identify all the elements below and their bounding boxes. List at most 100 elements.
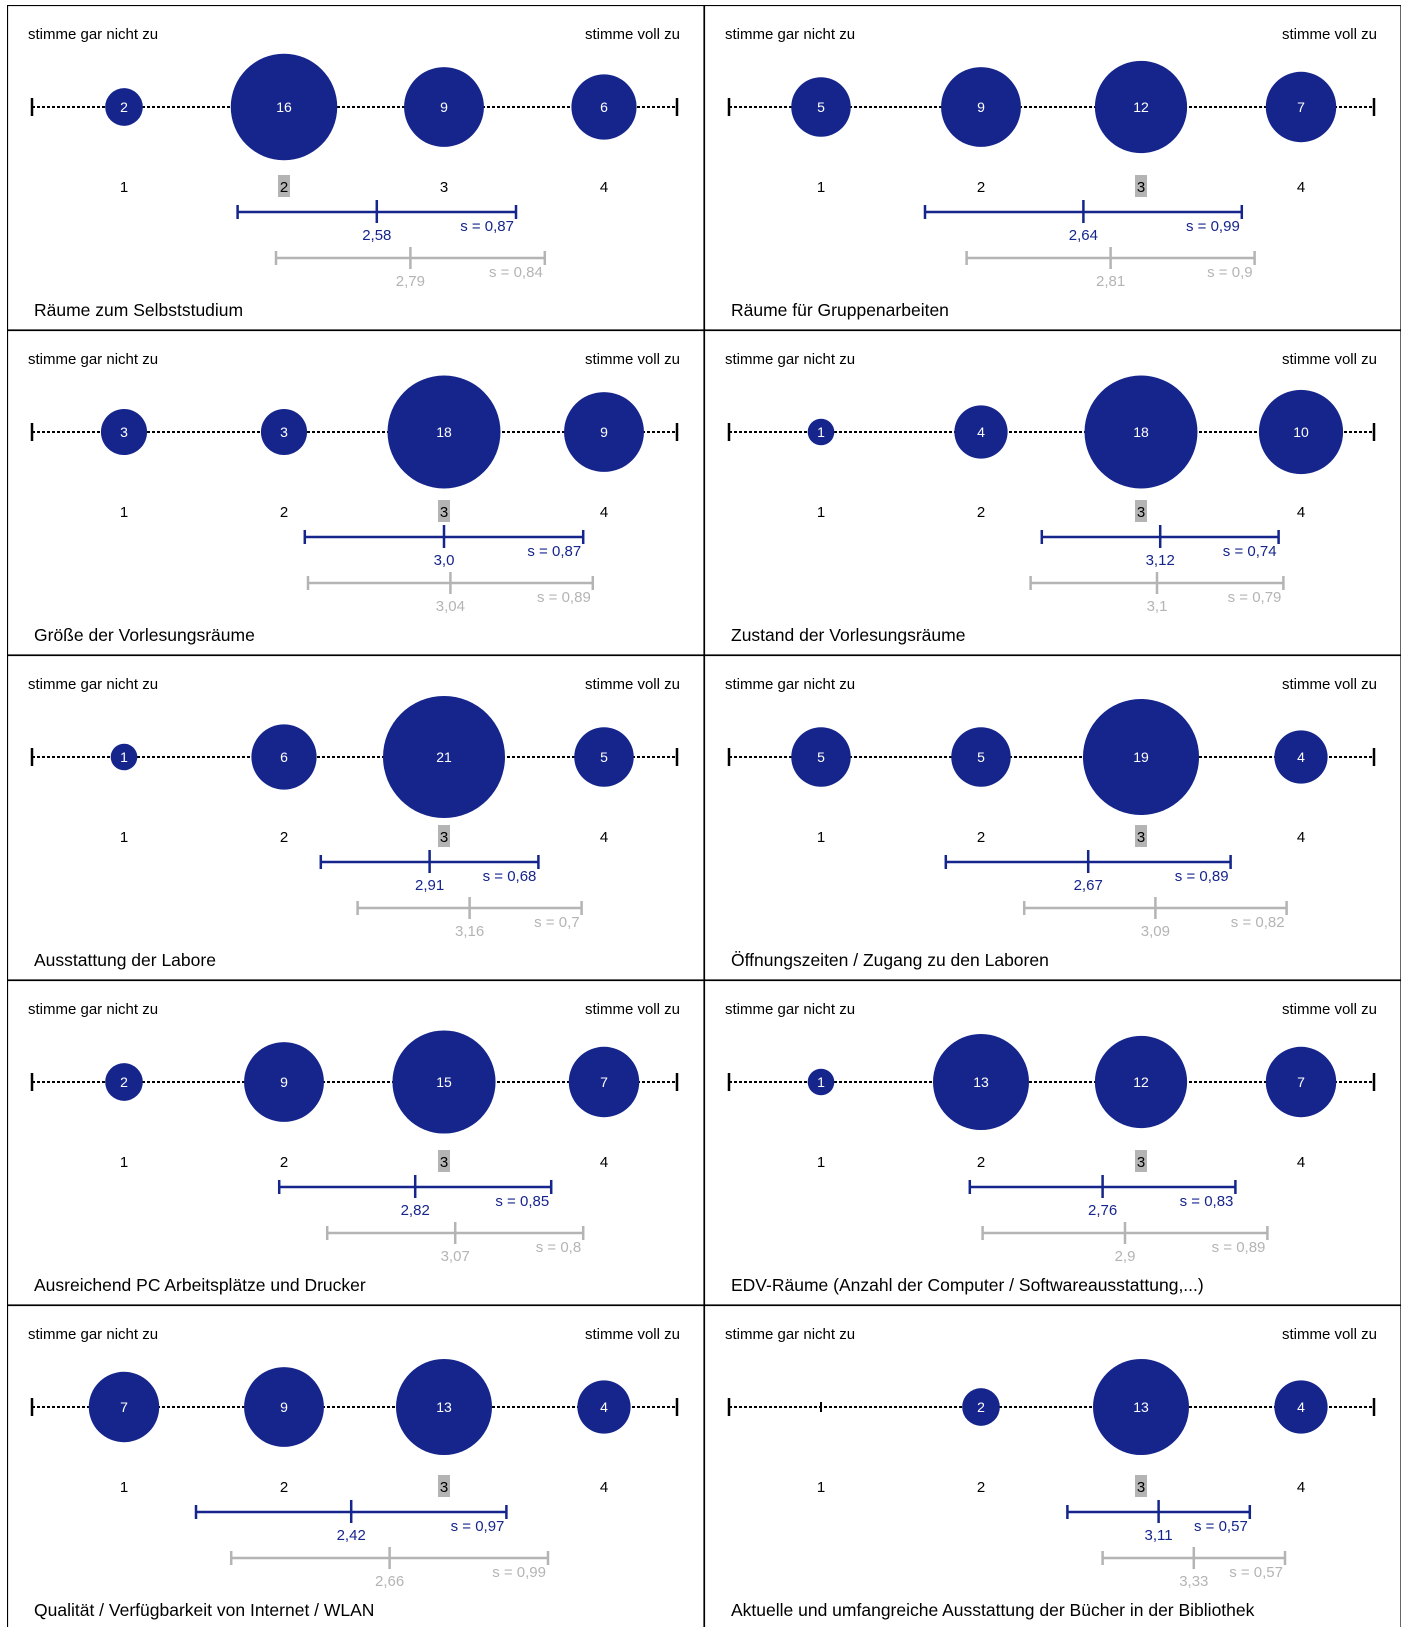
category-label: 4 [600,1154,608,1171]
chart-panel: stimme gar nicht zu stimme voll zu 1 1 4 2 18 3… [703,329,1401,656]
count-bubble [392,1030,496,1134]
chart-panel: stimme gar nicht zu stimme voll zu 1 1 6 2 21 3… [7,654,705,981]
comparison-mean-label: 3,16 [455,923,484,940]
scale-high-label: stimme voll zu [585,1326,680,1343]
median-highlight [278,175,290,197]
scale-high-label: stimme voll zu [585,676,680,693]
panel-title: Öffnungszeiten / Zugang zu den Laboren [731,950,1049,970]
count-bubble [1265,1046,1337,1118]
count-label: 18 [436,424,452,440]
comparison-mean-label: 3,07 [441,1248,470,1265]
count-bubble [791,77,851,137]
count-bubble [574,727,634,787]
scale-low-label: stimme gar nicht zu [725,351,855,368]
category-label: 3 [1137,1479,1145,1496]
category-label: 2 [977,179,985,196]
category-label: 3 [1137,504,1145,521]
panel-title: Räume für Gruppenarbeiten [731,300,949,320]
mean-label: 2,91 [415,877,444,894]
comparison-sd-label: s = 0,89 [1212,1239,1266,1256]
scale-low-label: stimme gar nicht zu [28,26,158,43]
count-bubble [933,1034,1029,1130]
category-label: 3 [1137,179,1145,196]
comparison-mean-label: 2,79 [396,273,425,290]
count-label: 9 [440,99,448,115]
count-label: 7 [1297,1074,1305,1090]
count-label: 9 [977,99,985,115]
category-label: 4 [600,829,608,846]
category-label: 1 [120,179,128,196]
median-highlight [438,1475,450,1497]
count-label: 21 [436,749,452,765]
category-label: 3 [440,504,448,521]
comparison-mean-label: 3,33 [1179,1573,1208,1590]
chart-panel: stimme gar nicht zu stimme voll zu 3 1 3 2 18 3… [7,329,705,656]
count-label: 3 [280,424,288,440]
count-label: 3 [120,424,128,440]
count-label: 15 [436,1074,452,1090]
comparison-mean-label: 3,09 [1141,923,1170,940]
count-label: 4 [1297,1399,1305,1415]
category-label: 2 [977,1479,985,1496]
count-label: 1 [817,1074,825,1090]
chart-panel: stimme gar nicht zu stimme voll zu 1 1 13 2 12… [703,979,1401,1306]
category-label: 1 [120,1479,128,1496]
median-highlight [1135,1475,1147,1497]
category-label: 3 [440,829,448,846]
count-label: 5 [600,749,608,765]
mean-label: 2,67 [1074,877,1103,894]
count-bubble [383,696,505,818]
count-bubble [577,1380,631,1434]
panel-border [7,329,705,656]
sd-label: s = 0,57 [1194,1518,1248,1535]
panel-title: EDV-Räume (Anzahl der Computer / Softwar… [731,1275,1204,1295]
panel-title: Größe der Vorlesungsräume [34,625,255,645]
count-bubble [404,67,484,147]
median-highlight [438,825,450,847]
category-label: 1 [120,504,128,521]
count-label: 9 [600,424,608,440]
count-bubble [954,405,1008,459]
count-label: 5 [977,749,985,765]
count-label: 1 [817,424,825,440]
count-label: 5 [817,99,825,115]
mean-label: 2,58 [362,227,391,244]
sd-label: s = 0,97 [451,1518,505,1535]
scale-high-label: stimme voll zu [585,26,680,43]
chart-panel: stimme gar nicht zu stimme voll zu 2 1 16 2 9 3… [7,5,705,331]
category-label: 4 [1297,829,1305,846]
panel-title: Qualität / Verfügbarkeit von Internet / … [34,1600,374,1620]
count-label: 12 [1133,99,1149,115]
count-bubble [571,74,637,140]
count-bubble [1265,71,1337,143]
count-label: 7 [600,1074,608,1090]
sd-label: s = 0,68 [483,868,537,885]
count-bubble [807,1068,835,1096]
count-label: 9 [280,1399,288,1415]
count-label: 4 [600,1399,608,1415]
count-label: 16 [276,99,292,115]
count-bubble [941,67,1021,147]
category-label: 1 [120,829,128,846]
comparison-sd-label: s = 0,99 [492,1564,546,1581]
count-bubble [962,1388,1000,1426]
count-bubble [396,1359,492,1455]
survey-chart-grid: stimme gar nicht zu stimme voll zu2116293… [7,5,1401,1627]
category-label: 2 [977,1154,985,1171]
sd-label: s = 0,87 [527,543,581,560]
count-label: 7 [1297,99,1305,115]
count-label: 9 [280,1074,288,1090]
count-label: 7 [120,1399,128,1415]
count-label: 2 [120,1074,128,1090]
panel-title: Ausreichend PC Arbeitsplätze und Drucker [34,1275,366,1295]
scale-high-label: stimme voll zu [1282,26,1377,43]
category-label: 2 [280,179,288,196]
category-label: 4 [600,1479,608,1496]
count-bubble [105,1063,143,1101]
scale-high-label: stimme voll zu [1282,1326,1377,1343]
comparison-mean-label: 2,66 [375,1573,404,1590]
panel-border [703,979,1401,1306]
count-bubble [1274,730,1328,784]
sd-label: s = 0,74 [1223,543,1277,560]
sd-label: s = 0,85 [495,1193,549,1210]
